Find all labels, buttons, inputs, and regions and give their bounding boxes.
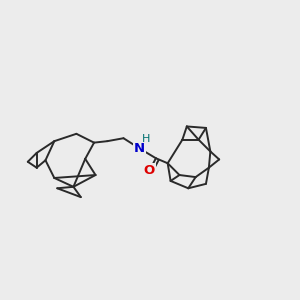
Text: O: O [144,164,155,177]
Text: N: N [134,142,145,155]
Text: H: H [142,134,150,144]
